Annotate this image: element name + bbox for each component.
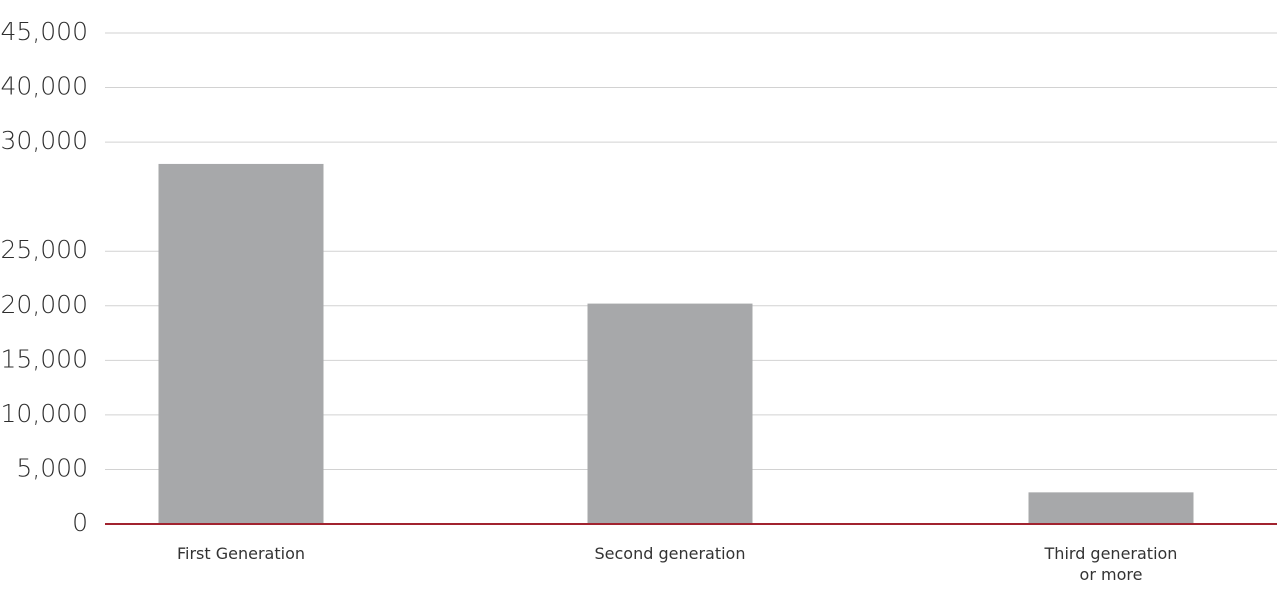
y-tick-label: 30,000 <box>1 126 88 155</box>
x-tick-label-line: Second generation <box>595 544 746 563</box>
x-tick-label: Third generation or more <box>1044 544 1178 584</box>
y-tick-label: 5,000 <box>16 453 88 482</box>
y-tick-label: 45,000 <box>1 17 88 46</box>
bars <box>158 163 1194 524</box>
bar <box>158 163 324 524</box>
x-tick-label-line: or more <box>1080 565 1143 584</box>
bar <box>1028 492 1194 524</box>
x-tick-label: First Generation <box>177 544 305 563</box>
bar <box>587 303 753 524</box>
y-tick-label: 25,000 <box>1 235 88 264</box>
axes: 0 5,000 10,000 15,000 20,000 25,000 30,000 40,0… <box>1 17 1277 584</box>
x-tick-label-line: Third generation <box>1044 544 1178 563</box>
x-tick-label: Second generation <box>595 544 746 563</box>
y-tick-label: 20,000 <box>1 290 88 319</box>
y-tick-label: 15,000 <box>1 344 88 373</box>
y-tick-label: 10,000 <box>1 399 88 428</box>
y-tick-label: 0 <box>72 508 88 537</box>
x-tick-label-line: First Generation <box>177 544 305 563</box>
y-tick-label: 40,000 <box>1 72 88 101</box>
